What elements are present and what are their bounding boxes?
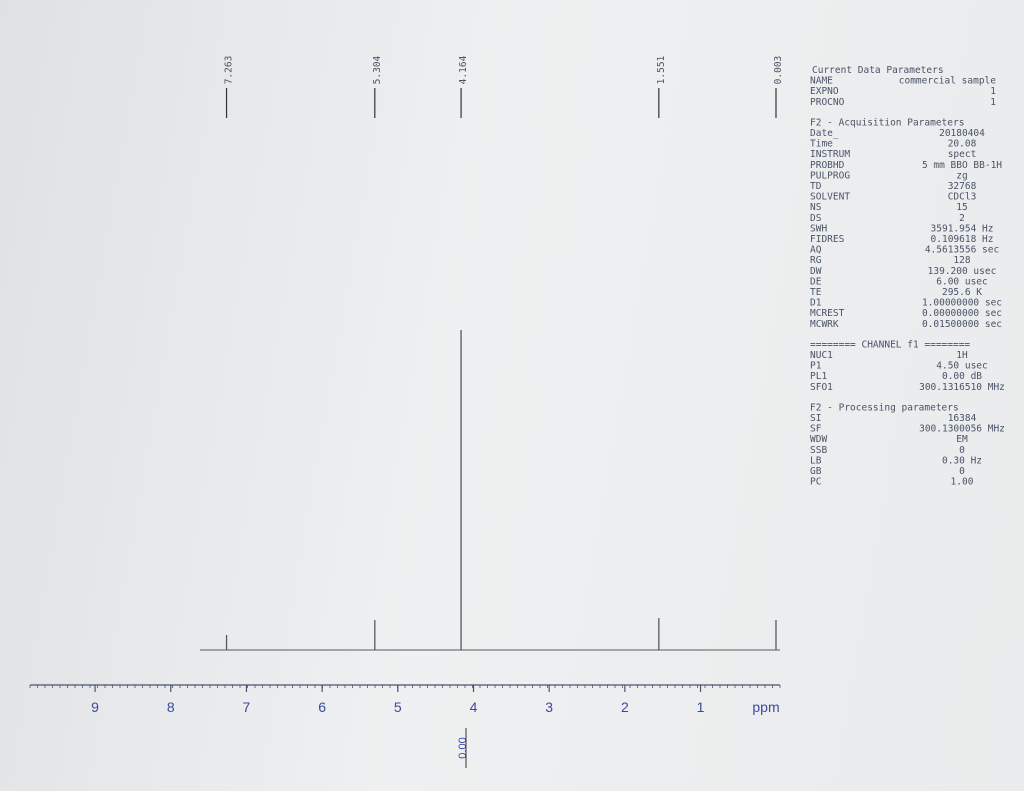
param-value: CDCl3 (948, 192, 977, 203)
x-tick-label: 1 (697, 699, 705, 715)
x-axis-label: ppm (752, 699, 779, 715)
x-tick-label: 3 (545, 699, 553, 715)
integral-label: 0.00 (457, 737, 469, 758)
param-value: 300.1316510 MHz (919, 382, 1005, 393)
param-name: WDW (810, 434, 827, 445)
param-name: SSB (810, 445, 827, 456)
param-value: 4.50 usec (936, 361, 987, 372)
param-name: PROBHD (810, 160, 845, 171)
peak-label: 7.263 (224, 56, 235, 85)
param-name: FIDRES (810, 234, 845, 245)
param-name: PROCNO (810, 97, 845, 108)
param-name: NS (810, 202, 822, 213)
peak-label: 5.304 (372, 55, 383, 84)
param-value: spect (948, 149, 977, 160)
param-name: MCWRK (810, 319, 839, 330)
param-value: 0 (959, 466, 965, 477)
param-value: commercial sample (899, 76, 997, 87)
param-value: 20.08 (948, 139, 977, 150)
param-name: INSTRUM (810, 149, 850, 160)
param-value: 3591.954 Hz (931, 223, 994, 234)
x-tick-label: 6 (318, 699, 326, 715)
param-name: RG (810, 255, 822, 266)
param-name: PC (810, 477, 821, 488)
param-name: D1 (810, 298, 822, 309)
param-value: 1.00 (951, 477, 974, 488)
param-name: SI (810, 413, 821, 424)
param-value: 5 mm BBO BB-1H (922, 160, 1002, 171)
param-value: EM (956, 434, 968, 445)
param-value: zg (956, 170, 967, 181)
x-tick-label: 2 (621, 699, 629, 715)
param-value: 128 (953, 255, 970, 266)
param-name: SWH (810, 223, 827, 234)
param-name: Date_ (810, 128, 839, 139)
param-block-title: F2 - Acquisition Parameters (810, 117, 964, 128)
param-value: 16384 (948, 413, 977, 424)
param-name: AQ (810, 245, 822, 256)
param-value: 15 (956, 202, 967, 213)
param-name: SFO1 (810, 382, 833, 393)
peak-label: 4.164 (458, 55, 469, 84)
peak-label: 1.551 (656, 55, 667, 84)
param-name: NUC1 (810, 350, 833, 361)
param-name: Time (810, 139, 833, 150)
param-value: 20180404 (939, 128, 985, 139)
param-name: GB (810, 466, 822, 477)
param-value: 0.00 dB (942, 371, 982, 382)
param-name: SF (810, 424, 822, 435)
param-value: 0 (959, 445, 965, 456)
param-value: 295.6 K (942, 287, 982, 298)
param-block-title: Current Data Parameters (812, 65, 944, 76)
param-name: PL1 (810, 371, 827, 382)
x-tick-label: 5 (394, 699, 402, 715)
param-name: TD (810, 181, 822, 192)
param-block-title: ======== CHANNEL f1 ======== (810, 339, 970, 350)
param-value: 1 (990, 97, 996, 108)
param-value: 0.109618 Hz (931, 234, 994, 245)
param-name: NAME (810, 76, 833, 87)
param-value: 0.00000000 sec (922, 308, 1002, 319)
param-name: PULPROG (810, 170, 850, 181)
param-name: P1 (810, 361, 822, 372)
param-value: 6.00 usec (936, 276, 987, 287)
peak-label: 0.003 (773, 56, 784, 85)
param-value: 2 (959, 213, 965, 224)
param-name: LB (810, 455, 822, 466)
param-value: 0.01500000 sec (922, 319, 1002, 330)
param-name: SOLVENT (810, 192, 850, 203)
param-value: 0.30 Hz (942, 455, 982, 466)
param-value: 300.1300056 MHz (919, 424, 1005, 435)
param-value: 1 (990, 86, 996, 97)
param-value: 32768 (948, 181, 977, 192)
param-value: 1H (956, 350, 968, 361)
param-name: TE (810, 287, 822, 298)
param-value: 4.5613556 sec (925, 245, 999, 256)
param-value: 139.200 usec (928, 266, 997, 277)
param-name: DS (810, 213, 822, 224)
param-name: DW (810, 266, 822, 277)
param-name: MCREST (810, 308, 845, 319)
param-value: 1.00000000 sec (922, 298, 1002, 309)
x-tick-label: 7 (243, 699, 251, 715)
x-tick-label: 9 (91, 699, 99, 715)
x-tick-label: 4 (470, 699, 478, 715)
param-block-title: F2 - Processing parameters (810, 402, 959, 413)
param-name: EXPNO (810, 86, 839, 97)
param-name: DE (810, 276, 822, 287)
x-tick-label: 8 (167, 699, 175, 715)
